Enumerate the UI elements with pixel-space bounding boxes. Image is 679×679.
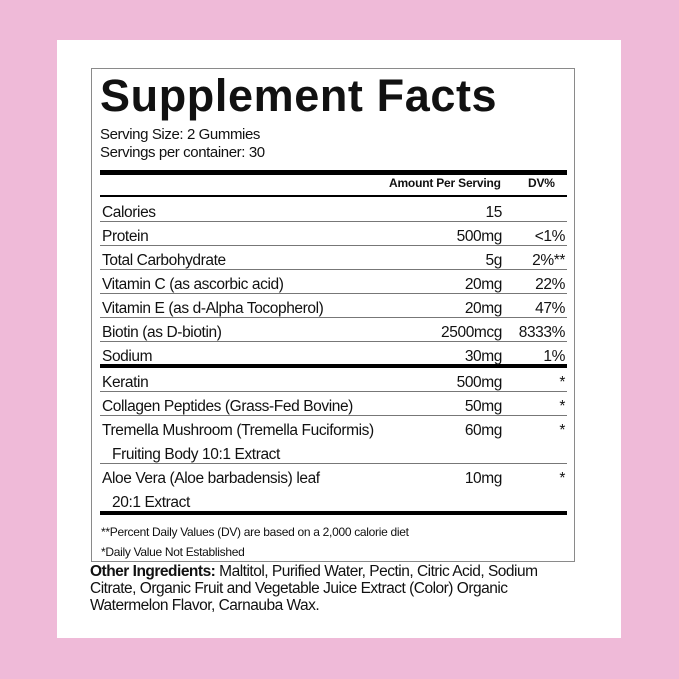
label-title: Supplement Facts [100, 70, 498, 121]
nutrient-name: Sodium [102, 348, 153, 365]
nutrient-dv: 8333% [518, 324, 566, 341]
header-divider [100, 195, 567, 197]
nutrient-row: Biotin (as D-biotin) 2500mcg 8333% [100, 318, 567, 342]
nutrient-row: Tremella Mushroom (Tremella Fuciformis) F… [100, 416, 567, 464]
nutrient-amount: 5g [485, 252, 503, 269]
nutrient-rows: Calories 15 Protein 500mg <1% Total Carbohydr… [100, 198, 567, 515]
nutrient-row: Total Carbohydrate 5g 2%** [100, 246, 567, 270]
nutrient-dv: 1% [543, 348, 565, 365]
nutrient-row: Calories 15 [100, 198, 567, 222]
nutrient-amount: 10mg [464, 470, 503, 487]
nutrient-name: Vitamin E (as d-Alpha Tocopherol) [102, 300, 324, 317]
servings-per-container: Servings per container: 30 [100, 144, 265, 161]
nutrient-row: Sodium 30mg 1% [100, 342, 567, 368]
nutrient-name: Total Carbohydrate [102, 252, 226, 269]
nutrient-amount: 2500mcg [441, 324, 502, 341]
nutrient-dv: * [559, 374, 565, 391]
nutrient-row: Collagen Peptides (Grass-Fed Bovine) 50mg… [100, 392, 567, 416]
serving-size: Serving Size: 2 Gummies [100, 126, 261, 143]
nutrient-amount: 20mg [464, 276, 503, 293]
nutrient-name-cont: Fruiting Body 10:1 Extract [112, 446, 280, 463]
thick-divider [100, 170, 567, 175]
nutrient-row: Keratin 500mg * [100, 368, 567, 392]
nutrient-amount: 15 [485, 204, 503, 221]
amount-header: Amount Per Serving [389, 176, 501, 190]
footnote-dv: **Percent Daily Values (DV) are based on… [101, 525, 409, 539]
nutrient-amount: 20mg [464, 300, 503, 317]
nutrient-name: Tremella Mushroom (Tremella Fuciformis) [102, 422, 374, 439]
other-ingredients-text: Maltitol, Purified Water, Pectin, Citric… [90, 563, 538, 614]
nutrient-dv: * [559, 398, 565, 415]
nutrient-amount: 500mg [456, 374, 503, 391]
nutrient-name: Collagen Peptides (Grass-Fed Bovine) [102, 398, 353, 415]
nutrient-row: Vitamin E (as d-Alpha Tocopherol) 20mg 47% [100, 294, 567, 318]
nutrient-dv: 22% [535, 276, 565, 293]
nutrient-name: Calories [102, 204, 156, 221]
nutrient-amount: 500mg [456, 228, 503, 245]
nutrient-amount: 50mg [464, 398, 503, 415]
nutrient-amount: 30mg [464, 348, 503, 365]
nutrient-dv: <1% [534, 228, 566, 245]
nutrient-name: Keratin [102, 374, 149, 391]
other-ingredients-label: Other Ingredients: [90, 563, 216, 580]
nutrient-row: Vitamin C (as ascorbic acid) 20mg 22% [100, 270, 567, 294]
nutrient-dv: * [559, 422, 565, 439]
nutrient-name: Biotin (as D-biotin) [102, 324, 222, 341]
nutrient-row: Protein 500mg <1% [100, 222, 567, 246]
nutrient-name: Protein [102, 228, 149, 245]
nutrient-row: Aloe Vera (Aloe barbadensis) leaf 20:1 Ex… [100, 464, 567, 515]
nutrient-name-cont: 20:1 Extract [112, 494, 190, 511]
nutrient-name: Aloe Vera (Aloe barbadensis) leaf [102, 470, 320, 487]
dv-header: DV% [528, 176, 555, 190]
supplement-facts-label: Supplement Facts Serving Size: 2 Gummies… [91, 68, 575, 562]
nutrient-amount: 60mg [464, 422, 503, 439]
nutrient-dv: 2%** [532, 252, 565, 269]
other-ingredients: Other Ingredients: Maltitol, Purified Wa… [90, 563, 550, 614]
nutrient-dv: * [559, 470, 565, 487]
nutrient-name: Vitamin C (as ascorbic acid) [102, 276, 284, 293]
footnote-not-established: *Daily Value Not Established [101, 545, 245, 559]
nutrient-dv: 47% [535, 300, 565, 317]
